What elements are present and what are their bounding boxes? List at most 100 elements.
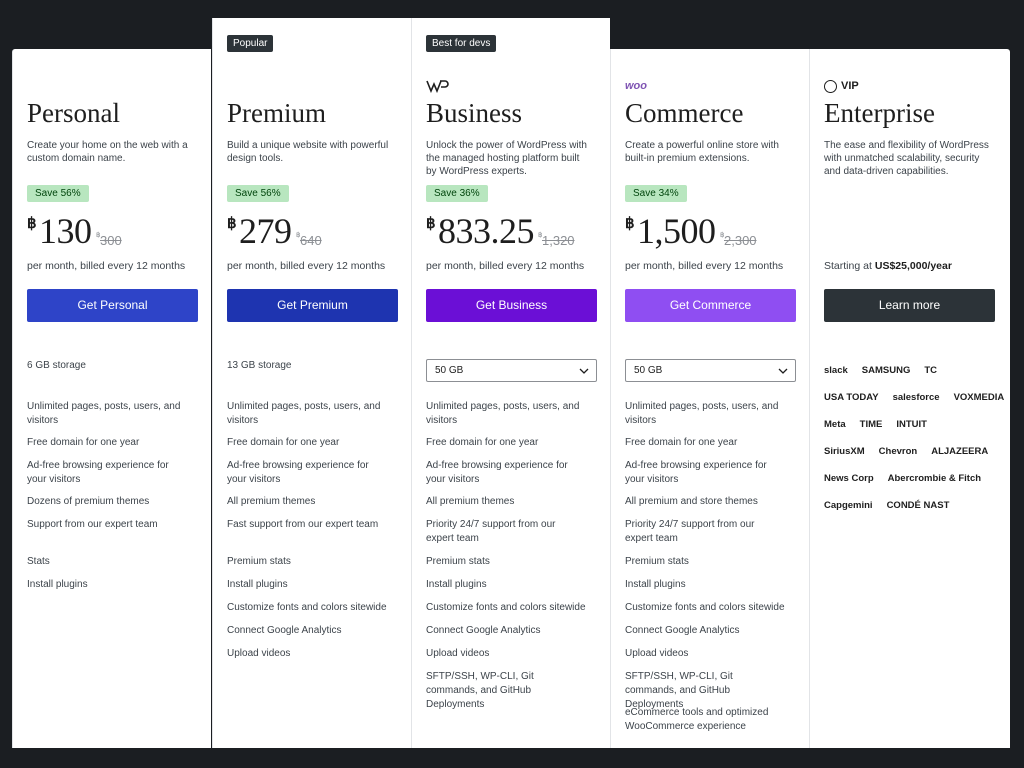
- plan-description: Build a unique website with powerful des…: [227, 140, 389, 164]
- old-price: 1,320: [542, 233, 575, 248]
- feature: All premium themes: [426, 496, 515, 507]
- chevron: [579, 368, 589, 374]
- feature: SFTP/SSH, WP-CLI, Git commands, and GitH…: [426, 671, 534, 710]
- feature: Customize fonts and colors sitewide: [426, 602, 586, 613]
- plan-description: Create your home on the web with a custo…: [27, 140, 188, 164]
- feature: Customize fonts and colors sitewide: [227, 602, 387, 613]
- currency: ฿: [625, 215, 635, 232]
- cta-button[interactable]: Get Premium: [227, 289, 398, 322]
- logo-row: News Corp Abercrombie & Fitch: [824, 473, 981, 484]
- plan-name: Enterprise: [824, 98, 935, 128]
- customer-logo: INTUIT: [896, 419, 927, 430]
- save-badge: Save 36%: [426, 185, 488, 202]
- plan-description: Create a powerful online store with buil…: [625, 140, 779, 164]
- wp-logo: [426, 79, 450, 96]
- feature: Free domain for one year: [426, 437, 539, 448]
- feature: Ad-free browsing experience for your vis…: [27, 460, 169, 485]
- plan-badge: Popular: [227, 35, 274, 52]
- feature: Connect Google Analytics: [625, 625, 740, 636]
- customer-logo: CONDÉ NAST: [886, 500, 950, 511]
- feature: All premium and store themes: [625, 496, 758, 507]
- plan-badge: Best for devs: [426, 35, 497, 52]
- logo-row: slack SAMSUNG TC: [824, 365, 937, 376]
- customer-logo: salesforce: [892, 392, 940, 403]
- feature: Install plugins: [227, 579, 288, 590]
- feature: SFTP/SSH, WP-CLI, Git commands, and GitH…: [625, 671, 733, 710]
- feature: Unlimited pages, posts, users, and visit…: [426, 401, 580, 426]
- plan-description: The ease and flexibility of WordPress wi…: [824, 140, 989, 177]
- cta-button[interactable]: Get Commerce: [625, 289, 796, 322]
- plan-name: Premium: [227, 98, 326, 128]
- feature: Free domain for one year: [227, 437, 340, 448]
- old-price: 640: [300, 233, 322, 248]
- customer-logo: Abercrombie & Fitch: [887, 473, 982, 484]
- plan-logo: VIP: [841, 80, 859, 92]
- old-price: 300: [100, 233, 122, 248]
- chevron: [778, 368, 788, 374]
- customer-logo: SAMSUNG: [861, 365, 911, 376]
- cta-button[interactable]: Get Business: [426, 289, 597, 322]
- feature: Unlimited pages, posts, users, and visit…: [625, 401, 779, 426]
- logo-row: SiriusXM Chevron ALJAZEERA: [824, 446, 988, 457]
- price: US$25,000/year: [874, 260, 952, 272]
- logo-row: Meta TIME INTUIT: [824, 419, 927, 430]
- storage: 6 GB storage: [27, 360, 86, 371]
- feature: Install plugins: [625, 579, 686, 590]
- storage-select[interactable]: 50 GB: [426, 359, 597, 382]
- feature: Premium stats: [227, 556, 291, 567]
- customer-logo: Capgemini: [824, 500, 873, 511]
- billing: per month, billed every 12 months: [27, 260, 186, 272]
- feature: Premium stats: [625, 556, 689, 567]
- feature: Connect Google Analytics: [426, 625, 541, 636]
- feature: Upload videos: [426, 648, 490, 659]
- plan-logo: woo: [625, 80, 647, 92]
- wp-mark: [824, 80, 837, 93]
- customer-logo: VOXMEDIA: [953, 392, 1005, 403]
- old-price: 2,300: [724, 233, 757, 248]
- feature: Premium stats: [426, 556, 490, 567]
- feature: Upload videos: [625, 648, 689, 659]
- currency: ฿: [227, 215, 237, 232]
- feature: Unlimited pages, posts, users, and visit…: [27, 401, 181, 426]
- customer-logo: Chevron: [878, 446, 918, 457]
- cta-button[interactable]: Get Personal: [27, 289, 198, 322]
- plan-column: VIP Enterprise The ease and flexibility of…: [809, 0, 1010, 768]
- save-badge: Save 34%: [625, 185, 687, 202]
- plan-name: Commerce: [625, 98, 744, 128]
- storage-select[interactable]: 50 GB: [625, 359, 796, 382]
- feature: Install plugins: [426, 579, 487, 590]
- feature: Dozens of premium themes: [27, 496, 150, 507]
- customer-logo: slack: [824, 365, 848, 376]
- billing: per month, billed every 12 months: [625, 260, 784, 272]
- feature: Ad-free browsing experience for your vis…: [625, 460, 767, 485]
- card-background: [411, 18, 610, 748]
- card-background: [12, 49, 211, 748]
- feature: All premium themes: [227, 496, 316, 507]
- price: 279: [239, 211, 292, 251]
- customer-logo: SiriusXM: [824, 446, 865, 457]
- plan-column: Best for devs Business Unlock the power of…: [411, 0, 610, 768]
- feature: Customize fonts and colors sitewide: [625, 602, 785, 613]
- plan-name: Business: [426, 98, 523, 128]
- billing: per month, billed every 12 months: [426, 260, 585, 272]
- customer-logo: ALJAZEERA: [931, 446, 989, 457]
- feature: Ad-free browsing experience for your vis…: [426, 460, 568, 485]
- old-currency: ฿: [538, 232, 543, 239]
- logo-row: Capgemini CONDÉ NAST: [824, 500, 949, 511]
- currency: ฿: [426, 215, 436, 232]
- price: 130: [39, 211, 92, 251]
- plan-column: Popular Premium Build a unique website wit…: [212, 0, 411, 768]
- price: 1,500: [637, 211, 716, 251]
- price: 833.25: [438, 211, 535, 251]
- cta-button[interactable]: Learn more: [824, 289, 995, 322]
- plan-column: Personal Create your home on the web with…: [12, 0, 211, 768]
- card-background: [610, 49, 809, 748]
- plan-description: Unlock the power of WordPress with the m…: [426, 140, 587, 177]
- feature: Support from our expert team: [27, 519, 158, 530]
- feature: Priority 24/7 support from our expert te…: [625, 519, 755, 544]
- feature: Stats: [27, 556, 50, 567]
- save-badge: Save 56%: [227, 185, 289, 202]
- old-currency: ฿: [296, 232, 301, 239]
- customer-logo: TIME: [859, 419, 883, 430]
